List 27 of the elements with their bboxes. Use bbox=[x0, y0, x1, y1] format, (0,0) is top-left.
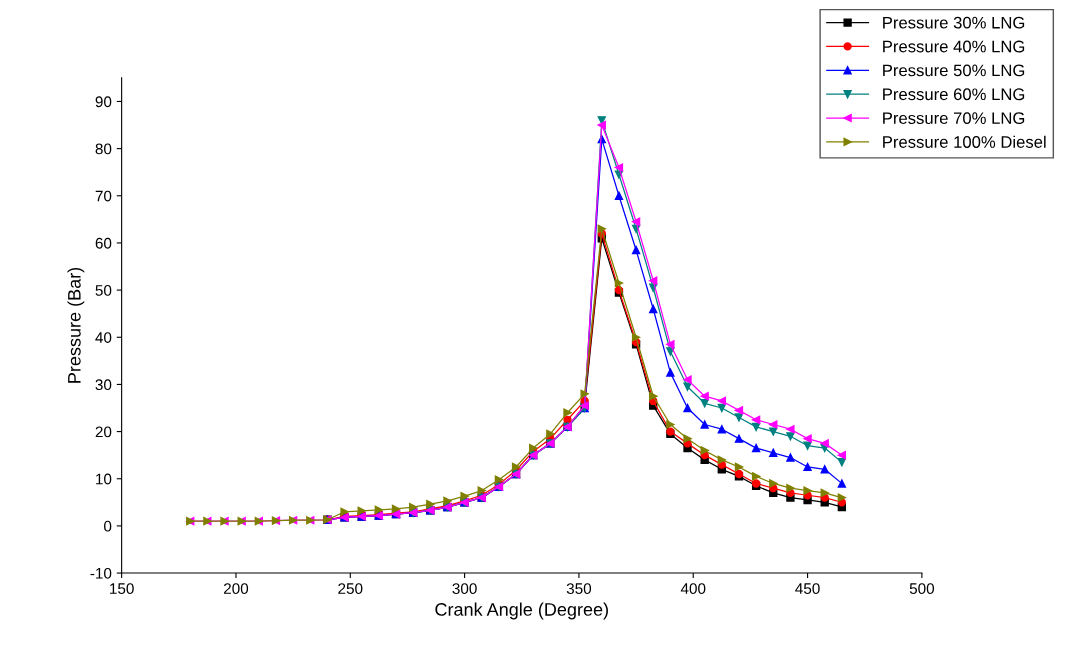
x-tick-label: 250 bbox=[338, 583, 363, 595]
legend-label: Pressure 30% LNG bbox=[883, 16, 1025, 29]
legend-label: Pressure 40% LNG bbox=[883, 40, 1025, 53]
y-tick-label: 50 bbox=[95, 284, 112, 296]
y-tick-label: 70 bbox=[95, 190, 112, 202]
y-tick-label: 10 bbox=[96, 473, 112, 485]
x-tick-label: 400 bbox=[680, 583, 706, 595]
y-tick-label: 40 bbox=[95, 332, 112, 343]
y-axis-title: Pressure (Bar) bbox=[67, 267, 85, 383]
y-tick-label: 0 bbox=[104, 520, 112, 532]
legend-label: Pressure 70% LNG bbox=[883, 112, 1025, 125]
x-tick-label: 300 bbox=[452, 583, 477, 595]
x-tick-label: 150 bbox=[110, 583, 134, 595]
x-tick-label: 450 bbox=[795, 583, 820, 595]
legend-label: Pressure 100% Diesel bbox=[883, 135, 1046, 148]
y-tick-label: 80 bbox=[95, 143, 112, 155]
y-tick-label: 60 bbox=[95, 237, 112, 249]
y-tick-label: -10 bbox=[90, 567, 112, 579]
x-tick-label: 500 bbox=[909, 583, 935, 595]
legend-label: Pressure 60% LNG bbox=[883, 88, 1025, 101]
y-tick-label: 20 bbox=[95, 426, 112, 438]
legend-label: Pressure 50% LNG bbox=[883, 64, 1025, 77]
y-tick-label: 90 bbox=[95, 96, 112, 108]
y-tick-label: 30 bbox=[95, 379, 112, 391]
x-tick-label: 200 bbox=[223, 583, 249, 595]
x-axis-title: Crank Angle (Degree) bbox=[435, 602, 608, 620]
x-tick-label: 350 bbox=[566, 583, 592, 595]
